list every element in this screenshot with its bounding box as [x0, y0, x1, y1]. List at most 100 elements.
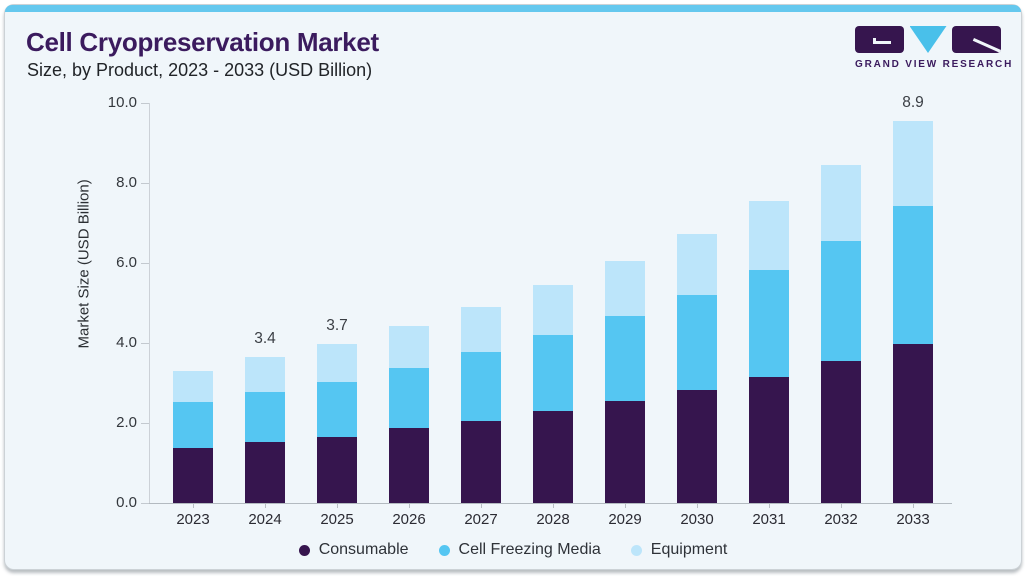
x-tick [769, 504, 770, 508]
bar-segment-cell-freezing-media [605, 316, 645, 402]
x-tick [913, 504, 914, 508]
x-axis-label: 2024 [248, 511, 282, 528]
y-tick [141, 423, 149, 424]
stacked-bar-chart: Market Size (USD Billion) 0.0 2.0 4.0 6.0 8.… [5, 5, 1021, 569]
legend-dot-icon [438, 544, 450, 556]
bar-2023 [173, 371, 213, 503]
legend-dot-icon [630, 544, 642, 556]
y-tick-label: 0.0 [116, 494, 137, 511]
bar-2031 [749, 201, 789, 503]
y-axis-title: Market Size (USD Billion) [75, 179, 93, 349]
bar-segment-cell-freezing-media [533, 335, 573, 412]
y-tick-label: 2.0 [116, 414, 137, 431]
chart-legend: Consumable Cell Freezing Media Equipment [5, 541, 1021, 559]
bar-2032 [821, 165, 861, 503]
y-tick-label: 4.0 [116, 334, 137, 351]
bar-2026 [389, 326, 429, 503]
bar-segment-consumable [821, 361, 861, 503]
x-axis-label: 2029 [608, 511, 642, 528]
x-tick [625, 504, 626, 508]
bar-segment-equipment [749, 201, 789, 270]
legend-label: Equipment [650, 541, 728, 558]
bar-2027 [461, 306, 501, 503]
x-axis-label: 2028 [536, 511, 570, 528]
bar-segment-equipment [317, 344, 357, 383]
bar-segment-equipment [389, 326, 429, 368]
x-tick [841, 504, 842, 508]
card-top-accent-bar [5, 5, 1021, 12]
bar-segment-equipment [821, 165, 861, 242]
bar-segment-consumable [677, 389, 717, 503]
x-tick [337, 504, 338, 508]
report-card: Cell Cryopreservation Market Size, by Pr… [4, 4, 1022, 570]
bar-segment-cell-freezing-media [317, 382, 357, 437]
y-tick [141, 103, 149, 104]
x-tick [481, 504, 482, 508]
logo-g-icon [855, 26, 904, 53]
grand-view-research-logo: GRAND VIEW RESEARCH [855, 26, 1014, 70]
bar-segment-equipment [173, 371, 213, 403]
bar-segment-consumable [533, 411, 573, 503]
legend-item-equipment: Equipment [630, 541, 728, 559]
y-tick [141, 503, 149, 504]
x-axis-line [149, 503, 952, 504]
bar-segment-consumable [893, 344, 933, 503]
y-tick-label: 10.0 [107, 94, 137, 111]
x-axis-label: 2026 [392, 511, 426, 528]
y-tick [141, 343, 149, 344]
logo-text: GRAND VIEW RESEARCH [855, 59, 1014, 70]
x-tick [409, 504, 410, 508]
bar-2024 [245, 357, 285, 503]
bar-segment-consumable [389, 427, 429, 503]
bar-segment-equipment [245, 357, 285, 392]
x-axis-label: 2030 [680, 511, 714, 528]
x-axis-label: 2027 [464, 511, 498, 528]
chart-subtitle: Size, by Product, 2023 - 2033 (USD Billi… [27, 60, 373, 80]
x-tick [553, 504, 554, 508]
bar-segment-consumable [461, 420, 501, 503]
bar-segment-equipment [605, 260, 645, 317]
bar-segment-cell-freezing-media [173, 402, 213, 449]
bar-segment-equipment [893, 121, 933, 207]
bar-segment-consumable [317, 436, 357, 503]
bar-2030 [677, 233, 717, 503]
logo-glyphs [855, 26, 1001, 54]
legend-label: Consumable [318, 541, 409, 558]
x-tick [265, 504, 266, 508]
legend-dot-icon [298, 544, 310, 556]
x-tick [697, 504, 698, 508]
bar-2028 [533, 284, 573, 503]
bar-2033 [893, 121, 933, 503]
bar-segment-cell-freezing-media [893, 206, 933, 345]
y-tick [141, 183, 149, 184]
bar-value-label: 8.9 [902, 94, 924, 112]
x-axis-label: 2033 [896, 511, 930, 528]
bar-segment-equipment [533, 284, 573, 336]
logo-r-icon [952, 26, 1001, 53]
bar-segment-cell-freezing-media [389, 367, 429, 428]
x-axis-label: 2025 [320, 511, 354, 528]
bar-segment-cell-freezing-media [461, 352, 501, 421]
bar-segment-consumable [173, 448, 213, 503]
bar-segment-consumable [749, 377, 789, 503]
bar-2029 [605, 260, 645, 503]
bar-2025 [317, 344, 357, 503]
bar-segment-equipment [677, 233, 717, 296]
y-tick [141, 263, 149, 264]
bar-segment-cell-freezing-media [677, 295, 717, 390]
legend-label: Cell Freezing Media [458, 541, 601, 558]
chart-title: Cell Cryopreservation Market [26, 27, 379, 57]
y-tick-label: 6.0 [116, 254, 137, 271]
bar-value-label: 3.4 [254, 330, 276, 348]
bar-value-label: 3.7 [326, 317, 348, 335]
bar-segment-equipment [461, 306, 501, 353]
legend-item-cell-freezing-media: Cell Freezing Media [438, 541, 601, 559]
y-axis-line [149, 103, 150, 503]
y-tick-label: 8.0 [116, 174, 137, 191]
bar-segment-cell-freezing-media [749, 269, 789, 378]
legend-item-consumable: Consumable [298, 541, 409, 559]
x-axis-label: 2023 [176, 511, 210, 528]
bar-segment-cell-freezing-media [821, 241, 861, 362]
bar-segment-cell-freezing-media [245, 391, 285, 443]
